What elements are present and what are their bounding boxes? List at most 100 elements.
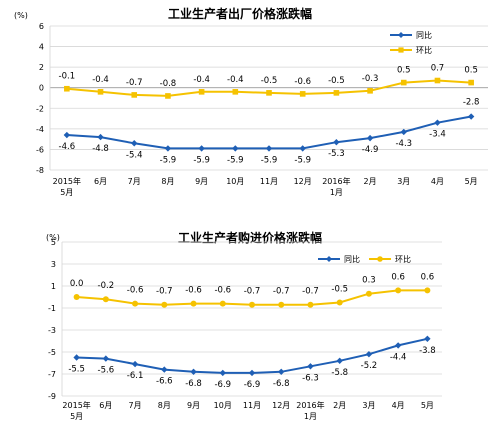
chart2-data-label-环比: -0.2 <box>98 281 115 291</box>
chart2-data-label-环比: -0.5 <box>331 285 348 295</box>
chart2-y-unit: (%) <box>46 233 60 242</box>
chart2-data-label-同比: -5.6 <box>98 366 115 376</box>
chart2-point-环比 <box>424 287 431 294</box>
chart1-legend-label: 环比 <box>416 45 432 55</box>
chart1-data-label-环比: 0.7 <box>431 64 445 74</box>
chart1-data-label-环比: -0.5 <box>261 76 278 86</box>
chart1-x-tick-label-sub: 1月 <box>330 188 343 197</box>
chart1-point-同比 <box>333 139 340 146</box>
chart2-data-label-同比: -4.4 <box>390 352 407 362</box>
chart1-data-label-同比: -5.9 <box>294 155 311 165</box>
chart1-point-同比 <box>63 131 71 139</box>
chart2-title: 工业生产者购进价格涨跌幅 <box>178 230 322 245</box>
chart1-legend-label: 同比 <box>416 30 432 40</box>
chart2-y-tick-label: -1 <box>48 304 56 313</box>
chart2-legend-label: 同比 <box>344 254 360 264</box>
chart2-point-环比 <box>249 301 255 308</box>
chart2-y-tick-label: -7 <box>48 370 56 379</box>
chart1-point-同比 <box>131 140 138 147</box>
chart2-data-label-同比: -6.8 <box>273 379 290 389</box>
chart2-data-label-环比: -0.7 <box>273 287 290 297</box>
chart1-point-同比 <box>299 145 306 152</box>
chart1-data-label-环比: 0.5 <box>464 66 478 76</box>
chart1-data-label-环比: -0.4 <box>227 75 244 85</box>
chart1-point-同比 <box>232 145 239 152</box>
chart1-x-tick-label: 2月 <box>364 177 377 186</box>
chart2-y-tick-label: 5 <box>51 238 56 247</box>
chart1-x-tick-label: 6月 <box>94 177 107 186</box>
chart2-point-环比 <box>190 300 197 307</box>
chart2-point-同比 <box>278 368 285 375</box>
chart1-y-tick-label: 0 <box>39 84 44 93</box>
chart1-point-同比 <box>97 133 104 141</box>
chart1-x-tick-label: 10月 <box>226 177 244 186</box>
chart1-x-tick-label: 4月 <box>431 177 444 186</box>
chart1-legend-marker <box>398 32 404 38</box>
chart1-point-同比 <box>400 128 407 136</box>
chart1-data-label-环比: -0.8 <box>160 79 177 89</box>
chart2-data-label-同比: -6.1 <box>127 371 144 381</box>
chart2-data-label-同比: -3.8 <box>419 346 436 356</box>
chart2-x-tick-label: 2015年 <box>62 400 90 410</box>
chart2-x-tick-label: 7月 <box>129 401 142 410</box>
chart2-x-tick-label: 5月 <box>421 401 434 410</box>
chart2-point-环比 <box>161 301 168 308</box>
chart2-point-同比 <box>248 369 256 377</box>
chart2-data-label-环比: -0.6 <box>185 286 202 296</box>
chart2-point-同比 <box>424 335 431 342</box>
chart2-point-环比 <box>219 300 226 307</box>
chart2-x-tick-label: 4月 <box>392 401 405 410</box>
chart1-data-label-同比: -4.9 <box>362 145 379 155</box>
chart2-data-label-环比: 0.0 <box>70 279 84 289</box>
chart1-point-环比 <box>333 90 340 96</box>
chart1-data-label-同比: -5.9 <box>193 155 210 165</box>
chart2-x-tick-label-sub: 1月 <box>304 412 317 421</box>
chart1-data-label-同比: -5.3 <box>328 149 345 159</box>
chart1-y-tick-label: 2 <box>39 63 44 72</box>
chart1-point-同比 <box>434 119 441 126</box>
chart1-point-环比 <box>434 77 441 84</box>
chart2-x-tick-label: 3月 <box>362 401 375 410</box>
chart1-x-tick-label: 5月 <box>465 177 478 186</box>
chart1-x-tick-label: 3月 <box>397 177 410 186</box>
chart2-point-同比 <box>102 355 110 362</box>
chart1-data-label-同比: -5.9 <box>261 155 278 165</box>
chart1-point-环比 <box>266 90 272 96</box>
chart1-data-label-同比: -4.3 <box>395 139 412 149</box>
chart1-y-tick-label: -4 <box>36 125 44 134</box>
chart2-data-label-同比: -5.8 <box>331 368 348 378</box>
chart2-y-tick-label: -3 <box>48 326 56 335</box>
chart1-data-label-同比: -3.4 <box>429 130 446 140</box>
chart2-x-tick-label: 2月 <box>333 401 346 410</box>
chart1-title: 工业生产者出厂价格涨跌幅 <box>168 6 312 21</box>
chart2-data-label-环比: 0.6 <box>391 272 405 282</box>
chart2-x-tick-label: 12月 <box>272 401 290 410</box>
chart2-legend-label: 环比 <box>395 254 411 264</box>
chart1-point-环比 <box>367 88 373 94</box>
chart1-data-label-环比: 0.5 <box>397 66 411 76</box>
chart1-data-label-同比: -4.6 <box>59 142 76 152</box>
chart1-x-tick-label: 7月 <box>128 177 141 186</box>
chart1-y-unit: (%) <box>14 11 28 20</box>
chart2-point-环比 <box>102 296 109 303</box>
chart1-y-tick-label: -2 <box>36 104 44 113</box>
chart2-point-同比 <box>394 342 402 349</box>
chart2-point-环比 <box>395 287 402 294</box>
chart2-y-tick-label: -5 <box>48 348 56 357</box>
chart2-legend-marker <box>326 256 332 262</box>
chart2-data-label-环比: -0.7 <box>156 287 173 297</box>
chart2-point-同比 <box>161 366 168 373</box>
chart1-point-同比 <box>467 113 475 120</box>
chart1-x-tick-label: 2016年 <box>322 176 350 186</box>
chart2-x-tick-label: 10月 <box>214 401 232 410</box>
chart1-x-tick-label-sub: 5月 <box>60 188 73 197</box>
chart2-data-label-同比: -5.5 <box>68 365 85 375</box>
chart2-y-tick-label: 3 <box>51 260 56 269</box>
chart1-data-label-环比: -0.6 <box>294 77 311 87</box>
chart1-point-环比 <box>165 93 171 99</box>
chart1-x-tick-label: 11月 <box>260 177 278 186</box>
chart2-legend-marker <box>377 256 383 262</box>
chart1-point-环比 <box>64 85 70 92</box>
chart2-x-tick-label: 11月 <box>243 401 261 410</box>
chart2-point-环比 <box>307 301 314 308</box>
